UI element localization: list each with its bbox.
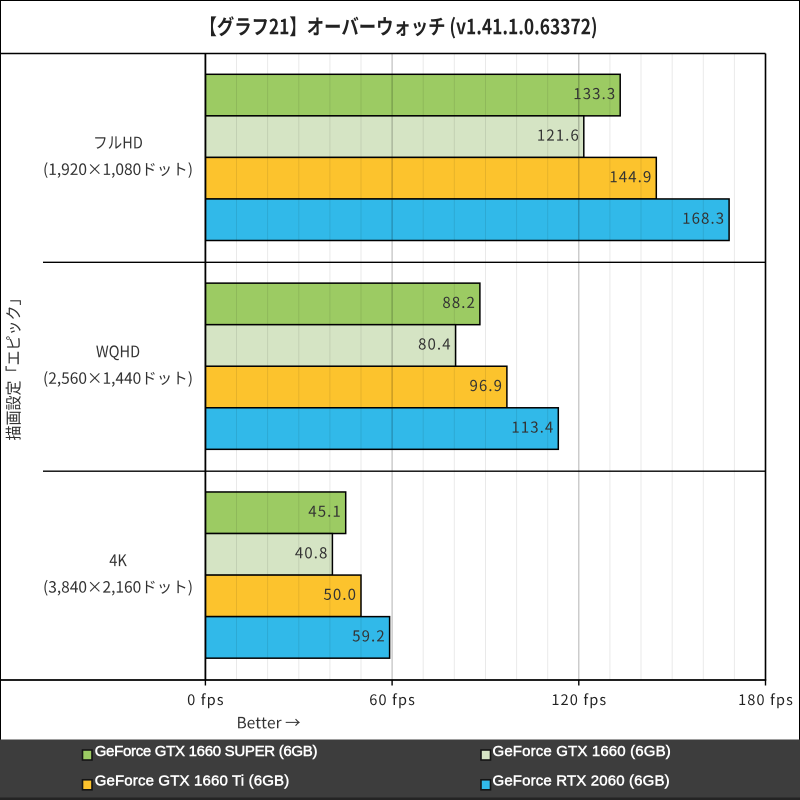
svg-text:GeForce RTX 2060 (6GB): GeForce RTX 2060 (6GB)	[493, 773, 670, 790]
svg-text:GeForce GTX 1660 (6GB): GeForce GTX 1660 (6GB)	[493, 743, 671, 760]
svg-text:GeForce GTX 1660 SUPER (6GB): GeForce GTX 1660 SUPER (6GB)	[95, 743, 318, 760]
svg-text:GeForce GTX 1660 Ti (6GB): GeForce GTX 1660 Ti (6GB)	[95, 773, 290, 790]
